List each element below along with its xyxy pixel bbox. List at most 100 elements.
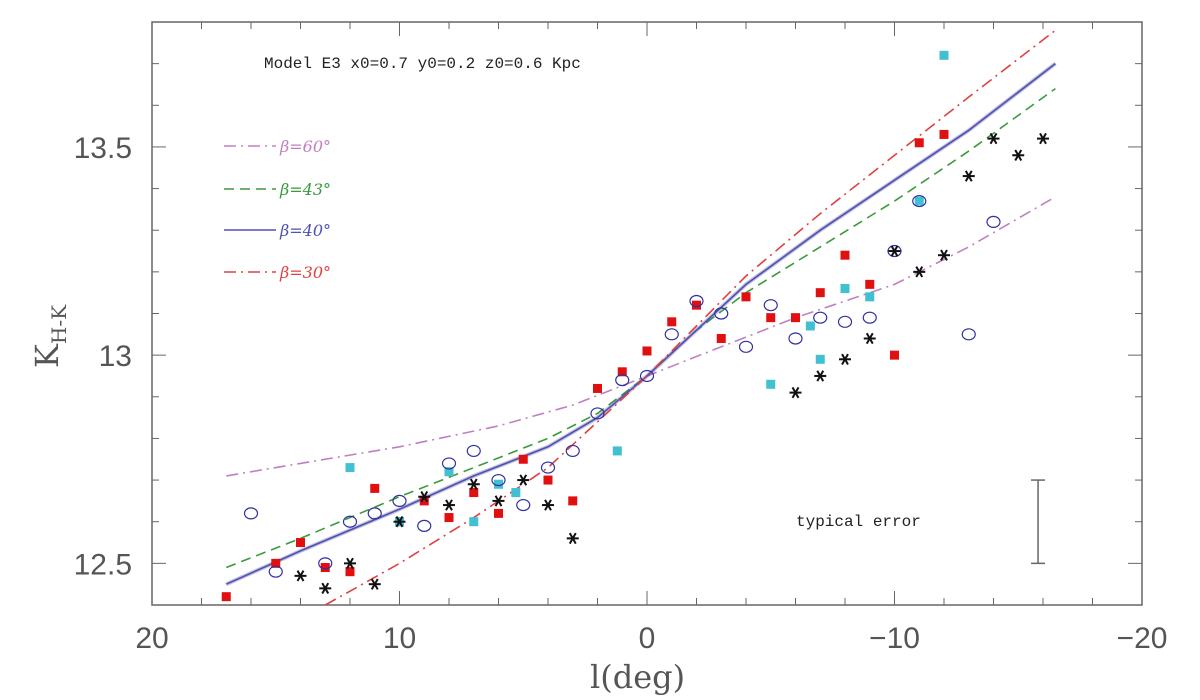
data-point-square-red [469,488,479,498]
asterisk-stroke [791,386,800,399]
data-point-asterisk [789,386,802,399]
data-point-circle [243,507,259,520]
data-point-square-red [617,367,627,377]
data-point-circle [417,519,432,532]
asterisk-stroke [964,170,973,182]
data-point-square-red [914,138,924,148]
data-point-square-cyan [865,292,875,302]
data-point-square-red [518,454,528,464]
x-tick-label: −20 [1117,622,1168,655]
data-point-asterisk [368,578,381,590]
axis-labels: 20 10 0 −10 −20 12.5 13 13.5 [74,132,1168,655]
data-point-square-red [840,250,850,260]
data-point-square-cyan [815,354,825,364]
data-point-asterisk [517,474,530,486]
data-point-circle [615,374,630,387]
data-point-asterisk [443,499,455,511]
asterisk-stroke [544,499,552,511]
asterisk-stroke [1014,149,1023,161]
y-axis-label-sub: H-K [47,304,71,344]
legend-label: β=30° [279,263,331,282]
data-point-square-red [320,563,330,573]
data-point-circle [342,515,358,528]
asterisk-stroke [1039,132,1047,145]
legend-label: β=60° [279,137,331,156]
data-point-square-red [890,350,899,360]
asterisk-stroke [816,370,825,382]
chart-title: Model E3 x0=0.7 y0=0.2 z0=0.6 Kpc [264,55,581,73]
asterisk-stroke [321,582,330,595]
data-point-square-red [419,496,429,506]
data-point-square-red [741,292,751,302]
data-point-circle [664,328,679,341]
data-point-circle [738,340,754,353]
asterisk-stroke [370,578,379,590]
data-point-circle [540,461,556,474]
data-point-circle [318,557,333,570]
data-point-square-cyan [469,517,479,527]
tick-marks [151,21,1143,606]
data-point-square-red [568,496,578,506]
model-curves [225,29,1057,606]
data-point-square-red [692,300,701,310]
asterisk-stroke [890,245,899,257]
asterisk-stroke [494,495,503,507]
data-point-square-red [543,475,553,485]
model-line [226,87,1056,569]
data-point-square-red [791,313,800,323]
data-point-square-red [667,317,677,327]
data-point-asterisk [1012,149,1025,161]
data-point-circle [491,473,506,487]
model-line-shadow [225,62,1057,587]
data-point-circle [590,407,605,420]
data-point-circle [763,299,778,312]
data-point-square-cyan [345,463,355,473]
data-point-circle [961,328,976,341]
data-point-asterisk [566,532,579,545]
legend-label: β=43° [279,180,331,199]
asterisk-stroke [346,557,354,570]
data-point-circle [689,294,704,308]
asterisk-stroke [445,499,453,511]
data-point-asterisk [1037,132,1049,145]
data-point-asterisk [418,491,431,503]
y-axis-label-main: K [28,343,66,368]
data-point-asterisk [467,478,480,490]
data-point-square-red [296,538,305,548]
data-point-asterisk [393,516,406,528]
data-point-square-cyan [766,379,776,389]
data-point-circle [813,311,828,324]
x-tick-label: −10 [869,622,920,655]
asterisk-stroke [568,532,577,545]
data-point-asterisk [344,557,356,570]
model-line [226,196,1056,477]
data-point-square-red [370,483,380,493]
data-point-square-red [642,346,652,356]
x-axis-label: l(deg) [590,658,685,696]
asterisk-stroke [865,332,874,345]
data-point-square-red [444,513,454,523]
data-point-circle [441,457,457,470]
data-point-square-red [345,567,355,577]
data-point-asterisk [938,249,950,261]
y-tick-label: 12.5 [74,548,132,581]
svg-text:KH-K: KH-K [28,304,71,368]
data-point-circle [367,507,382,520]
data-point-circle [714,307,729,320]
data-point-circle [392,494,407,507]
data-point-circle [516,498,531,512]
asterisk-stroke [296,570,305,582]
data-point-square-cyan [914,196,924,206]
error-bar [1031,479,1046,565]
asterisk-stroke [940,249,948,261]
data-point-asterisk [492,495,505,507]
data-point-asterisk [814,370,827,382]
data-point-square-red [766,313,776,323]
asterisk-stroke [420,491,429,503]
legend-label: β=40° [279,221,331,240]
data-point-asterisk [863,332,876,345]
x-tick-label: 10 [383,622,416,655]
data-point-asterisk [542,499,554,511]
legend: β=60° β=43° β=40° β=30° [224,137,331,282]
